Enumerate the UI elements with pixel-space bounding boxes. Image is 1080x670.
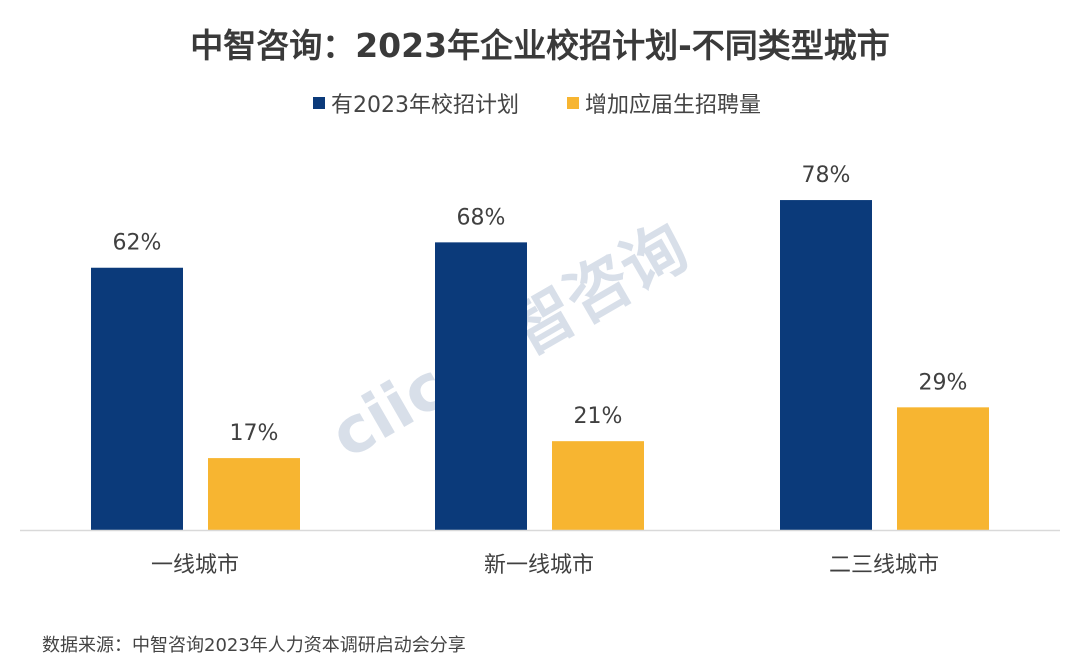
legend-swatch-increase [567, 97, 579, 109]
bar-plan-2 [435, 242, 527, 531]
data-label-plan-3: 78% [802, 163, 851, 188]
data-label-increase-3: 29% [919, 370, 968, 395]
data-label-plan-2: 68% [457, 205, 506, 230]
data-label-increase-1: 17% [230, 421, 279, 446]
bar-plan-3 [780, 200, 872, 530]
legend-swatch-plan [313, 97, 325, 109]
bars: 62% 17% 68% 21% 78% 29% [91, 163, 989, 531]
category-label-1: 一线城市 [151, 553, 239, 578]
category-label-2: 新一线城市 [484, 553, 594, 578]
data-label-increase-2: 21% [574, 404, 623, 429]
data-label-plan-1: 62% [113, 231, 162, 256]
legend-label-plan: 有2023年校招计划 [331, 93, 519, 118]
source-note: 数据来源：中智咨询2023年人力资本调研启动会分享 [42, 635, 466, 656]
legend-label-increase: 增加应届生招聘量 [585, 93, 761, 118]
bar-plan-1 [91, 267, 183, 530]
category-labels: 一线城市 新一线城市 二三线城市 [151, 553, 939, 578]
bar-increase-1 [208, 458, 300, 530]
bar-increase-3 [897, 407, 989, 530]
bar-increase-2 [552, 441, 644, 530]
category-label-3: 二三线城市 [829, 553, 939, 578]
chart-title: 中智咨询：2023年企业校招计划-不同类型城市 [190, 26, 890, 65]
legend: 有2023年校招计划 增加应届生招聘量 [313, 93, 761, 118]
